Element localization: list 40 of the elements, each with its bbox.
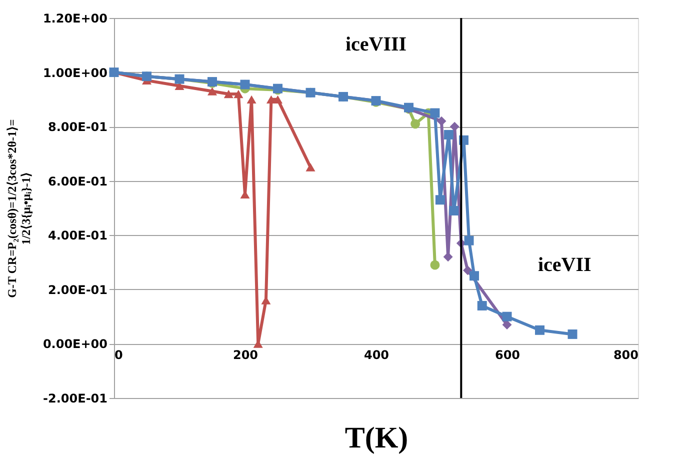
point bbox=[450, 122, 460, 132]
point bbox=[502, 320, 512, 330]
text: G-T CR=P₂(cosθ)=1/2⟨3cos*2θ-1⟩= bbox=[4, 119, 19, 298]
point bbox=[462, 266, 472, 276]
point bbox=[568, 329, 578, 339]
annotation: iceVII bbox=[538, 254, 592, 276]
point bbox=[436, 116, 446, 126]
x-tick-label: 800 bbox=[613, 348, 638, 362]
point bbox=[464, 236, 474, 246]
point bbox=[502, 312, 512, 322]
x-tick-label: 0 bbox=[114, 348, 123, 362]
y-tick-label: -2.00E-01 bbox=[43, 392, 108, 406]
y-tick-label: 1.00E+00 bbox=[42, 66, 108, 80]
point bbox=[306, 163, 316, 172]
point bbox=[449, 206, 459, 216]
y-tick-label: 2.00E-01 bbox=[48, 282, 108, 297]
point bbox=[430, 108, 440, 118]
point bbox=[224, 90, 234, 98]
y-tick-label: 8.00E-01 bbox=[48, 120, 108, 134]
x-tick-label: 200 bbox=[232, 348, 258, 362]
point bbox=[208, 87, 217, 96]
y-tick-label: 4.00E-01 bbox=[48, 228, 108, 243]
point bbox=[435, 195, 445, 205]
point bbox=[443, 252, 453, 262]
point bbox=[410, 119, 420, 129]
point bbox=[535, 325, 544, 335]
y-tick-label: 6.00E-01 bbox=[48, 174, 108, 188]
text: 1/2⟨3{μᵢ•μᵢ}-1⟩ bbox=[18, 172, 33, 245]
point bbox=[430, 260, 440, 270]
point bbox=[234, 90, 244, 98]
annotation: iceVIII bbox=[345, 34, 407, 56]
point bbox=[246, 95, 256, 104]
point bbox=[477, 300, 487, 310]
x-tick-label: 400 bbox=[364, 348, 390, 362]
x-axis-title: T(K) bbox=[344, 422, 408, 454]
y-tick-label: 0.00E+00 bbox=[42, 337, 108, 352]
point bbox=[470, 271, 479, 281]
point bbox=[444, 130, 454, 140]
x-tick-label: 600 bbox=[494, 348, 520, 362]
y-tick-label: 1.20E+00 bbox=[42, 12, 108, 26]
